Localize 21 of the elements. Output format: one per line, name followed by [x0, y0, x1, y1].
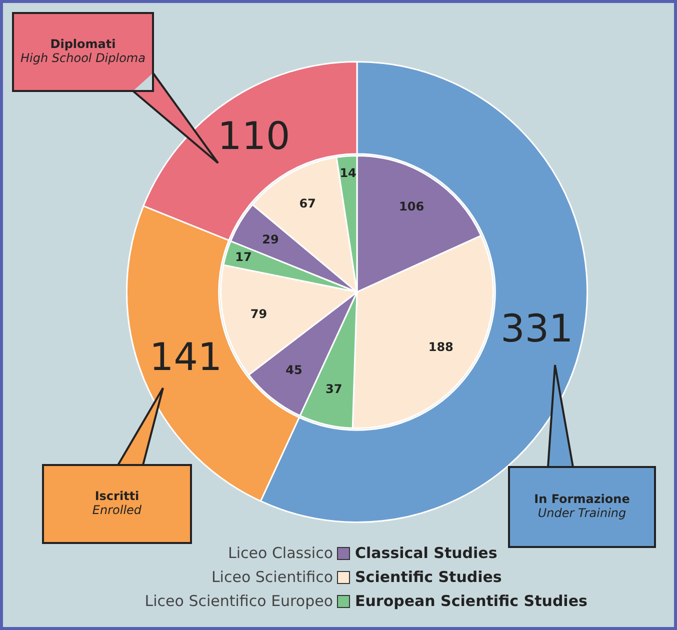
callout-box: In Formazione Under Training: [509, 365, 655, 547]
data-label: 17: [235, 250, 252, 264]
data-label: 14: [340, 166, 356, 180]
category-label: Liceo Classico Classical Studies: [228, 544, 498, 562]
data-label: 106: [399, 199, 424, 214]
data-label: 79: [250, 306, 268, 321]
data-label: 331: [500, 306, 574, 350]
callout-box: Diplomati High School Diploma: [13, 13, 218, 163]
data-label: 29: [262, 232, 279, 246]
data-label: 110: [218, 114, 290, 158]
data-label: 45: [286, 362, 302, 377]
data-label: 188: [428, 340, 454, 354]
data-label: 37: [325, 382, 342, 396]
data-label: 67: [299, 196, 316, 210]
slice-label: Diplomati High School Diploma: [20, 37, 146, 65]
data-label: 141: [150, 334, 222, 379]
slice-label: In Formazione Under Training: [533, 492, 631, 520]
category-label: Liceo Scientifico Scientific Studies: [211, 568, 502, 586]
callout-box: Iscritti Enrolled: [43, 388, 191, 543]
category-label: Liceo Scientifico Europeo European Scientific Studies: [144, 592, 588, 610]
slice-label: Iscritti Enrolled: [91, 489, 143, 517]
